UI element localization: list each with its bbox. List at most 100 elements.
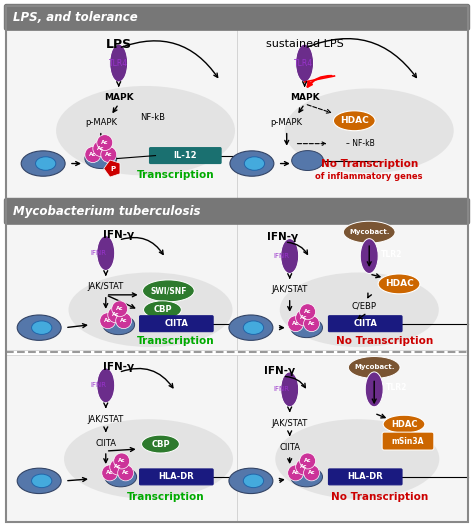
Text: Ac: Ac	[116, 306, 123, 311]
Text: LPS, and tolerance: LPS, and tolerance	[13, 11, 138, 24]
Text: TLR4: TLR4	[294, 58, 313, 67]
Text: Ac: Ac	[101, 140, 109, 145]
Text: CIITA: CIITA	[353, 319, 377, 328]
Ellipse shape	[229, 315, 273, 340]
Text: TLR4: TLR4	[109, 58, 128, 67]
Circle shape	[112, 301, 128, 316]
Ellipse shape	[285, 89, 454, 173]
Ellipse shape	[296, 44, 313, 82]
Text: Transcription: Transcription	[127, 492, 204, 502]
Ellipse shape	[142, 435, 179, 453]
FancyBboxPatch shape	[382, 432, 434, 450]
Text: No Transcription: No Transcription	[336, 336, 433, 346]
Circle shape	[101, 147, 117, 162]
FancyBboxPatch shape	[149, 148, 221, 164]
Ellipse shape	[229, 468, 273, 493]
FancyBboxPatch shape	[4, 4, 470, 30]
Circle shape	[296, 459, 311, 475]
Ellipse shape	[32, 321, 52, 335]
Ellipse shape	[281, 238, 299, 273]
Ellipse shape	[97, 368, 115, 403]
FancyBboxPatch shape	[4, 199, 470, 224]
Text: Ac: Ac	[104, 318, 111, 323]
Text: CIITA: CIITA	[95, 439, 116, 448]
Text: JAK/STAT: JAK/STAT	[272, 418, 308, 427]
Circle shape	[304, 465, 319, 481]
Text: Ac: Ac	[304, 309, 311, 314]
FancyBboxPatch shape	[328, 316, 402, 332]
Text: JAK/STAT: JAK/STAT	[272, 285, 308, 294]
Text: TLR2: TLR2	[386, 383, 408, 392]
Circle shape	[114, 453, 129, 469]
Ellipse shape	[69, 272, 233, 347]
Text: Mycobact.: Mycobact.	[349, 229, 390, 235]
Text: IFN-γ: IFN-γ	[103, 363, 134, 372]
Text: No Transcription: No Transcription	[320, 159, 418, 168]
Ellipse shape	[281, 372, 299, 407]
Ellipse shape	[243, 474, 264, 487]
Circle shape	[116, 313, 132, 329]
Ellipse shape	[230, 151, 274, 176]
Text: Ac: Ac	[112, 312, 119, 317]
Circle shape	[288, 316, 304, 332]
Ellipse shape	[17, 315, 61, 340]
Circle shape	[97, 135, 113, 151]
Ellipse shape	[333, 111, 375, 131]
Text: Ac: Ac	[106, 470, 113, 475]
Ellipse shape	[378, 274, 420, 294]
Text: Ac: Ac	[118, 458, 126, 464]
Text: Ac: Ac	[97, 146, 105, 151]
Circle shape	[118, 465, 134, 481]
Ellipse shape	[36, 157, 56, 170]
Text: Ac: Ac	[300, 315, 307, 320]
Text: C/EBP: C/EBP	[352, 301, 377, 310]
Ellipse shape	[275, 419, 439, 499]
Text: CBP: CBP	[151, 440, 170, 449]
Ellipse shape	[105, 467, 137, 487]
Text: HDAC: HDAC	[340, 116, 369, 125]
Ellipse shape	[56, 86, 235, 175]
Text: p-MAPK: p-MAPK	[85, 118, 117, 127]
Circle shape	[100, 313, 116, 329]
Ellipse shape	[64, 419, 233, 499]
Text: SWI/SNF: SWI/SNF	[150, 286, 187, 295]
Circle shape	[102, 465, 118, 481]
Ellipse shape	[348, 356, 400, 379]
Text: CBP: CBP	[153, 305, 172, 314]
Text: Mycobacterium tuberculosis: Mycobacterium tuberculosis	[13, 205, 201, 218]
Text: Ac: Ac	[122, 470, 129, 475]
Ellipse shape	[244, 157, 264, 170]
Text: NF-kB: NF-kB	[140, 113, 165, 122]
Ellipse shape	[291, 467, 322, 487]
Text: IFNR: IFNR	[274, 253, 290, 259]
Text: CIITA: CIITA	[279, 442, 300, 451]
Text: IFNR: IFNR	[91, 250, 107, 256]
Text: JAK/STAT: JAK/STAT	[88, 282, 124, 292]
Text: TLR2: TLR2	[381, 250, 402, 259]
Circle shape	[296, 310, 311, 326]
Text: Mycobact.: Mycobact.	[354, 364, 394, 371]
Text: CIITA: CIITA	[164, 319, 188, 328]
Text: – NF-kB: – NF-kB	[346, 139, 375, 148]
Text: LPS: LPS	[106, 38, 132, 50]
Text: Ac: Ac	[308, 470, 315, 475]
Text: Ac: Ac	[105, 152, 112, 157]
Ellipse shape	[144, 301, 182, 319]
Text: IFN-γ: IFN-γ	[103, 230, 134, 240]
Text: of inflammatory genes: of inflammatory genes	[316, 172, 423, 181]
Text: IFNR: IFNR	[91, 382, 107, 388]
Text: Ac: Ac	[292, 470, 300, 475]
Ellipse shape	[243, 321, 264, 335]
Ellipse shape	[280, 272, 439, 347]
Ellipse shape	[17, 468, 61, 493]
Ellipse shape	[292, 151, 323, 170]
FancyBboxPatch shape	[139, 316, 213, 332]
Text: IFN-γ: IFN-γ	[267, 232, 298, 242]
Ellipse shape	[343, 221, 395, 243]
Bar	[6, 28, 237, 200]
Circle shape	[288, 465, 304, 481]
Text: p-MAPK: p-MAPK	[271, 118, 303, 127]
Ellipse shape	[21, 151, 65, 176]
Ellipse shape	[365, 372, 383, 407]
Text: IFN-γ: IFN-γ	[264, 366, 295, 376]
